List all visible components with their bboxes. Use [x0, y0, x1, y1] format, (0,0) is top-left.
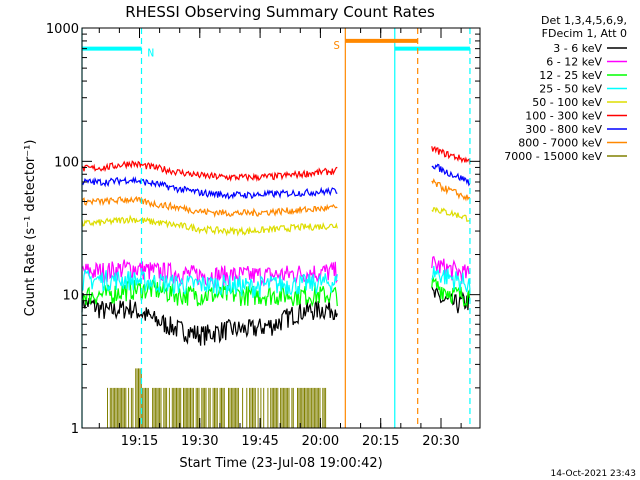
- y-axis-label: Count Rate (s⁻¹ detector⁻¹): [23, 140, 38, 317]
- series-line-6-1: [431, 163, 471, 187]
- x-tick-label: 20:00: [302, 434, 339, 449]
- x-tick-label: 20:15: [362, 434, 399, 449]
- legend-label: 7000 - 15000 keV: [504, 150, 602, 163]
- series-line-0-0: [81, 292, 338, 346]
- series-line-3-1: [431, 265, 471, 293]
- series-line-3-0: [81, 269, 338, 298]
- legend-label: 6 - 12 keV: [546, 56, 602, 69]
- marker-letter-S: S: [333, 39, 340, 52]
- x-tick-label: 20:30: [422, 434, 459, 449]
- axis-layer: 1 10 100 1000 19:15 19:30 19:45 20:00 20:15 20:30: [46, 22, 480, 449]
- series-line-7-0: [81, 195, 338, 218]
- legend-label: 300 - 800 keV: [525, 123, 602, 136]
- legend: Det 1,3,4,5,6,9,FDecim 1, Att 0 3 - 6 keV…: [504, 14, 627, 163]
- x-tick-label: 19:15: [121, 434, 158, 449]
- series-line-4-1: [431, 206, 470, 222]
- x-tick-label: 19:45: [241, 434, 278, 449]
- series-line-7-1: [431, 177, 471, 202]
- legend-header-line: FDecim 1, Att 0: [542, 27, 627, 40]
- series-line-2-1: [431, 275, 471, 308]
- x-axis-label: Start Time (23-Jul-08 19:00:42): [179, 456, 382, 471]
- y-tick-label: 1: [71, 422, 79, 437]
- footer-timestamp: 14-Oct-2021 23:43: [551, 469, 636, 479]
- chart-title: RHESSI Observing Summary Count Rates: [125, 3, 435, 21]
- series-line-1-1: [431, 255, 471, 284]
- legend-header-line: Det 1,3,4,5,6,9,: [541, 14, 627, 27]
- legend-label: 3 - 6 keV: [553, 42, 602, 55]
- legend-label: 100 - 300 keV: [525, 110, 602, 123]
- x-tick-label: 19:30: [181, 434, 218, 449]
- legend-label: 25 - 50 keV: [539, 83, 602, 96]
- legend-label: 800 - 7000 keV: [518, 137, 602, 150]
- y-tick-label: 1000: [46, 22, 79, 37]
- series-line-5-0: [81, 160, 338, 182]
- legend-label: 12 - 25 keV: [539, 69, 602, 82]
- series-line-2-0: [81, 278, 338, 308]
- series-layer: [81, 145, 471, 428]
- plot-frame: [81, 27, 481, 429]
- y-tick-label: 10: [62, 289, 79, 304]
- series-line-4-0: [81, 214, 338, 237]
- marker-letter-N: N: [147, 47, 154, 60]
- series-line-5-1: [431, 145, 471, 165]
- y-tick-label: 100: [54, 155, 79, 170]
- legend-label: 50 - 100 keV: [532, 96, 602, 109]
- series-line-6-0: [81, 176, 338, 200]
